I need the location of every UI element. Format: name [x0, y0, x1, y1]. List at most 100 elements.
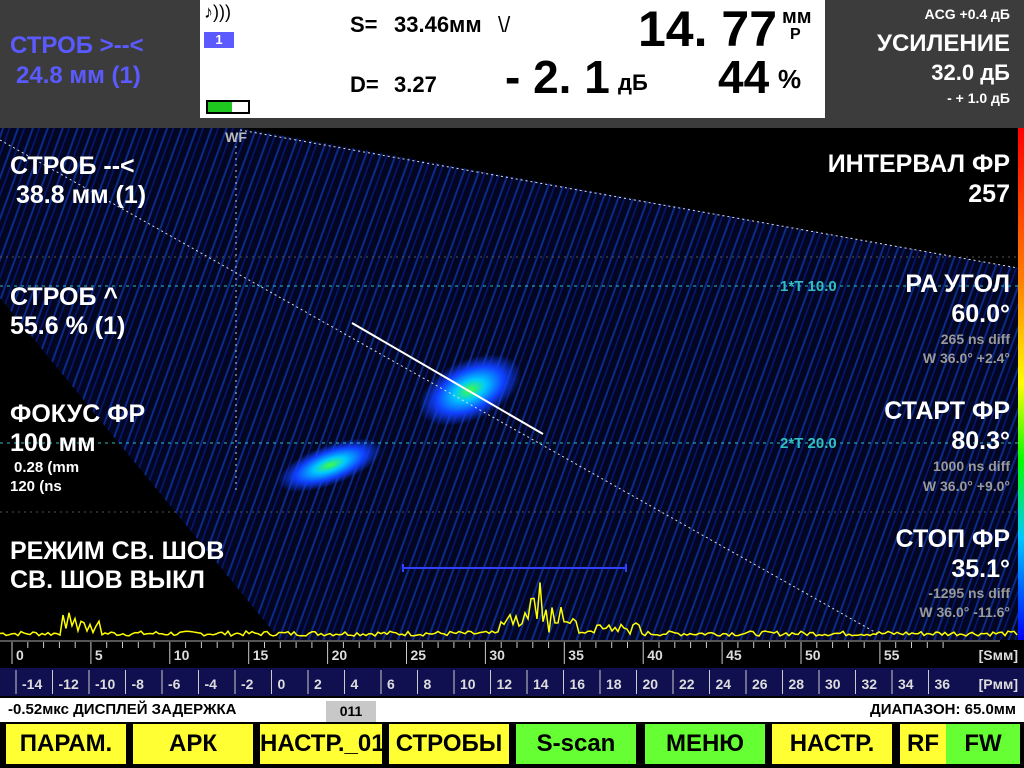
t2-label: 2*T 20.0 — [780, 435, 837, 452]
right-info: 265 ns diff — [940, 331, 1010, 347]
ruler-label: 35 — [568, 647, 584, 663]
right-value: 257 — [968, 180, 1010, 208]
status-bar: -0.52мкс ДИСПЛЕЙ ЗАДЕРЖКА 011 ДИАПАЗОН: … — [0, 698, 1024, 722]
left-label: ФОКУС ФР — [10, 400, 146, 428]
delay: -0.52мкс ДИСПЛЕЙ ЗАДЕРЖКА — [8, 701, 237, 718]
p-ruler — [0, 668, 1024, 696]
right-label: СТАРТ ФР — [884, 397, 1010, 425]
ruler-label: 25 — [411, 647, 427, 663]
right-info: 1000 ns diff — [932, 458, 1010, 474]
ruler-unit: [Sмм] — [979, 647, 1018, 663]
ruler-label: 0 — [278, 676, 286, 692]
ruler-label: 8 — [424, 676, 432, 692]
button[interactable]: АРК — [133, 724, 253, 764]
right-label: ИНТЕРВАЛ ФР — [827, 150, 1010, 178]
echo-blob — [277, 438, 383, 492]
tab[interactable]: 011 — [326, 701, 376, 722]
s-scan-view: WF 1*T 10.0 2*T 20.0 0 5 10 15 20 25 30 35 40 45 5… — [0, 128, 1024, 696]
ruler-label: -6 — [168, 676, 181, 692]
button[interactable]: S-scan — [516, 724, 636, 764]
wf-label: WF — [225, 129, 247, 145]
db-value: - 2. 1 — [505, 51, 610, 103]
ruler-label: 26 — [752, 676, 768, 692]
ruler-label: 20 — [643, 676, 659, 692]
right-value: 35.1° — [951, 555, 1010, 583]
ruler-label: 36 — [935, 676, 951, 692]
s-value: 33.46мм — [394, 12, 482, 37]
top-bar: СТРОБ >--< 24.8 мм (1) ♪))) 1 S= 33.46мм… — [0, 0, 1024, 128]
ruler-label: 55 — [884, 647, 900, 663]
left-value: 38.8 мм (1) — [16, 181, 147, 209]
ruler-label: 45 — [726, 647, 742, 663]
db-unit: дБ — [618, 70, 648, 95]
battery — [206, 100, 250, 114]
ruler-label: 20 — [332, 647, 348, 663]
ruler-label: 30 — [825, 676, 841, 692]
s-label: S= — [350, 12, 378, 37]
ruler-label: -8 — [132, 676, 145, 692]
ruler-label: 4 — [351, 676, 359, 692]
right-label: СТОП ФР — [895, 525, 1010, 553]
range: ДИАПАЗОН: 65.0мм — [870, 701, 1016, 718]
main-value: 14. 77 — [638, 1, 778, 57]
d-label: D= — [350, 72, 379, 97]
button[interactable]: НАСТР. — [772, 724, 892, 764]
ruler-label: 15 — [253, 647, 269, 663]
ruler-label: -12 — [59, 676, 79, 692]
right-info: W 36.0° +9.0° — [922, 478, 1010, 494]
left-value: СВ. ШОВ ВЫКЛ — [10, 566, 205, 594]
ruler-label: 50 — [805, 647, 821, 663]
gate-a-label: СТРОБ >--< — [10, 32, 144, 59]
gate-a-value: 24.8 мм (1) — [16, 62, 141, 89]
ruler-label: 32 — [862, 676, 878, 692]
ruler-label: 0 — [16, 647, 24, 663]
ruler-label: 28 — [789, 676, 805, 692]
left-value: 100 мм — [10, 429, 96, 457]
percent-value: 44 — [718, 51, 770, 103]
right-value: 60.0° — [951, 300, 1010, 328]
ruler-label: 40 — [647, 647, 663, 663]
left-extra: 120 (ns — [10, 478, 62, 495]
ruler-label: 24 — [716, 676, 732, 692]
d-value: 3.27 — [394, 72, 437, 97]
left-label: СТРОБ ^ — [10, 283, 119, 311]
button[interactable]: СТРОБЫ — [389, 724, 509, 764]
ruler-label: 34 — [898, 676, 914, 692]
ruler-label: 10 — [460, 676, 476, 692]
ruler-label: -4 — [205, 676, 218, 692]
a-scan-trace — [0, 582, 1018, 638]
ruler-label: 22 — [679, 676, 695, 692]
left-value: 55.6 % (1) — [10, 312, 126, 340]
measurement-panel: ♪))) 1 S= 33.46мм \/ 14. 77 мм P D= 3.27… — [200, 0, 825, 118]
v-mark: \/ — [498, 12, 511, 37]
ruler-label: -14 — [22, 676, 42, 692]
button[interactable]: FW — [946, 724, 1020, 764]
beam-line — [0, 139, 881, 636]
t1-label: 1*T 10.0 — [780, 278, 837, 295]
ruler-unit: [Pмм] — [979, 676, 1018, 692]
ruler-label: 10 — [174, 647, 190, 663]
left-extra: 0.28 (mm — [14, 459, 80, 476]
button[interactable]: RF — [900, 724, 946, 764]
right-info: W 36.0° -11.6° — [919, 604, 1010, 620]
button[interactable]: ПАРАМ. — [6, 724, 126, 764]
ruler-label: 2 — [314, 676, 322, 692]
channel: 1 — [204, 32, 234, 48]
ruler-label: 6 — [387, 676, 395, 692]
s-ruler — [0, 640, 1024, 668]
button[interactable]: НАСТР._01: — [260, 724, 382, 764]
sound-icon: ♪))) — [204, 2, 231, 22]
main-sub: P — [790, 26, 801, 43]
left-label: СТРОБ --< — [10, 152, 135, 180]
gain-value: 32.0 дБ — [931, 60, 1010, 85]
left-label: РЕЖИМ СВ. ШОВ — [10, 537, 225, 565]
gate-bracket — [402, 564, 627, 572]
button[interactable]: МЕНЮ — [645, 724, 765, 764]
right-info: -1295 ns diff — [928, 585, 1010, 601]
right-info: W 36.0° +2.4° — [922, 350, 1010, 366]
gain-step: - + 1.0 дБ — [947, 90, 1010, 106]
main-unit: мм — [782, 6, 812, 28]
color-bar — [1018, 128, 1024, 640]
